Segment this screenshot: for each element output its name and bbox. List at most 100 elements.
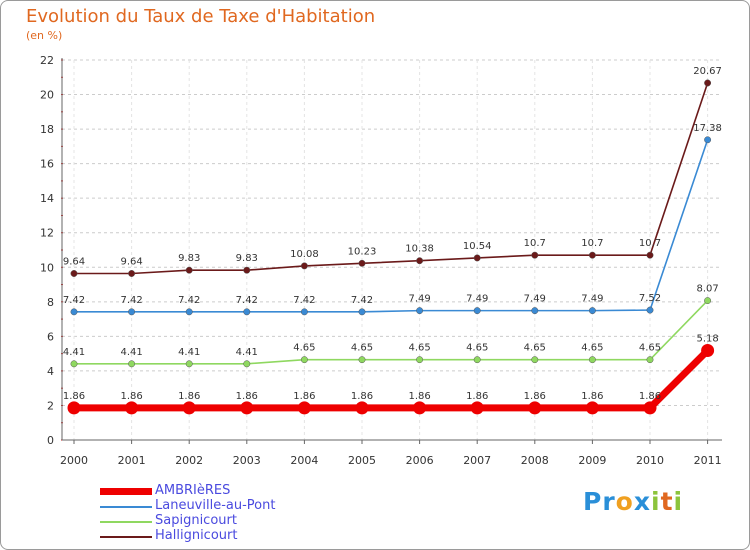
data-point-ambri-res-2000 xyxy=(67,401,81,415)
data-point-ambri-res-2001 xyxy=(125,401,139,415)
data-point-laneuville-au-pont-2007 xyxy=(473,307,481,315)
data-point-sapignicourt-2002 xyxy=(185,360,193,368)
y-tick-label-4: 4 xyxy=(47,365,54,378)
data-label-ambri-res-2003: 1.86 xyxy=(236,391,258,402)
data-label-laneuville-au-pont-2004: 7.42 xyxy=(293,295,315,306)
y-tick-label-2: 2 xyxy=(47,399,54,412)
x-tick-label-2005: 2005 xyxy=(348,454,376,467)
data-point-sapignicourt-2006 xyxy=(416,356,424,364)
data-label-hallignicourt-2002: 9.83 xyxy=(178,253,200,264)
data-point-laneuville-au-pont-2003 xyxy=(243,308,251,316)
data-label-hallignicourt-2009: 10.7 xyxy=(581,238,603,249)
legend-item-hallignicourt[interactable]: Hallignicourt xyxy=(100,528,360,544)
data-point-hallignicourt-2007 xyxy=(473,254,481,262)
data-label-ambri-res-2008: 1.86 xyxy=(524,391,546,402)
x-tick-label-2009: 2009 xyxy=(578,454,606,467)
data-label-sapignicourt-2003: 4.41 xyxy=(236,347,258,358)
proxiti-logo: Proxiti xyxy=(583,487,684,516)
y-tick-label-22: 22 xyxy=(40,54,54,67)
x-tick-label-2011: 2011 xyxy=(694,454,722,467)
x-tick-label-2010: 2010 xyxy=(636,454,664,467)
y-tick-label-18: 18 xyxy=(40,123,54,136)
data-point-hallignicourt-2009 xyxy=(588,251,596,259)
x-tick-label-2001: 2001 xyxy=(118,454,146,467)
data-label-hallignicourt-2007: 10.54 xyxy=(463,241,492,252)
y-tick-label-14: 14 xyxy=(40,192,54,205)
data-label-sapignicourt-2010: 4.65 xyxy=(639,343,661,354)
data-point-hallignicourt-2011 xyxy=(704,79,712,87)
data-point-sapignicourt-2007 xyxy=(473,356,481,364)
legend-swatch-hallignicourt xyxy=(100,536,152,538)
data-label-laneuville-au-pont-2002: 7.42 xyxy=(178,295,200,306)
data-label-sapignicourt-2008: 4.65 xyxy=(524,343,546,354)
x-tick-label-2003: 2003 xyxy=(233,454,261,467)
data-label-laneuville-au-pont-2003: 7.42 xyxy=(236,295,258,306)
data-label-laneuville-au-pont-2001: 7.42 xyxy=(120,295,142,306)
chart-title: Evolution du Taux de Taxe d'Habitation xyxy=(26,6,376,27)
data-label-sapignicourt-2002: 4.41 xyxy=(178,347,200,358)
data-point-hallignicourt-2008 xyxy=(531,251,539,259)
y-tick-label-20: 20 xyxy=(40,89,54,102)
data-label-laneuville-au-pont-2000: 7.42 xyxy=(63,295,85,306)
data-label-laneuville-au-pont-2005: 7.42 xyxy=(351,295,373,306)
y-tick-label-6: 6 xyxy=(47,330,54,343)
data-point-sapignicourt-2005 xyxy=(358,356,366,364)
data-point-laneuville-au-pont-2004 xyxy=(300,308,308,316)
data-label-sapignicourt-2007: 4.65 xyxy=(466,343,488,354)
data-label-hallignicourt-2011: 20.67 xyxy=(693,66,722,77)
data-label-hallignicourt-2003: 9.83 xyxy=(236,253,258,264)
legend-item-laneuville[interactable]: Laneuville-au-Pont xyxy=(100,498,360,514)
y-tick-label-10: 10 xyxy=(40,261,54,274)
data-point-ambri-res-2007 xyxy=(470,401,484,415)
y-tick-label-8: 8 xyxy=(47,296,54,309)
data-point-ambri-res-2002 xyxy=(182,401,196,415)
legend-item-sapignicourt[interactable]: Sapignicourt xyxy=(100,513,360,529)
data-label-laneuville-au-pont-2008: 7.49 xyxy=(524,294,546,305)
data-label-sapignicourt-2000: 4.41 xyxy=(63,347,85,358)
data-point-ambri-res-2010 xyxy=(643,401,657,415)
data-point-ambri-res-2005 xyxy=(355,401,369,415)
data-label-ambri-res-2002: 1.86 xyxy=(178,391,200,402)
x-tick-label-2000: 2000 xyxy=(60,454,88,467)
data-point-sapignicourt-2004 xyxy=(300,356,308,364)
data-label-hallignicourt-2005: 10.23 xyxy=(348,246,377,257)
data-point-sapignicourt-2003 xyxy=(243,360,251,368)
data-point-sapignicourt-2001 xyxy=(128,360,136,368)
legend-swatch-laneuville xyxy=(100,506,152,508)
x-tick-label-2002: 2002 xyxy=(175,454,203,467)
data-point-hallignicourt-2001 xyxy=(128,270,136,277)
data-label-hallignicourt-2010: 10.7 xyxy=(639,238,661,249)
data-label-sapignicourt-2004: 4.65 xyxy=(293,343,315,354)
data-label-hallignicourt-2006: 10.38 xyxy=(405,244,434,255)
legend-label-hallignicourt: Hallignicourt xyxy=(155,528,238,543)
data-label-sapignicourt-2006: 4.65 xyxy=(408,343,430,354)
x-tick-label-2006: 2006 xyxy=(406,454,434,467)
legend-label-ambrieres: AMBRIèRES xyxy=(155,483,231,498)
data-point-laneuville-au-pont-2002 xyxy=(185,308,193,316)
legend-swatch-ambrieres xyxy=(100,488,152,495)
data-point-sapignicourt-2011 xyxy=(704,297,712,305)
data-point-ambri-res-2008 xyxy=(528,401,542,415)
data-point-hallignicourt-2002 xyxy=(185,266,193,274)
x-tick-label-2004: 2004 xyxy=(290,454,318,467)
y-tick-label-16: 16 xyxy=(40,158,54,171)
data-label-laneuville-au-pont-2006: 7.49 xyxy=(408,294,430,305)
legend-label-sapignicourt: Sapignicourt xyxy=(155,513,237,528)
data-point-sapignicourt-2010 xyxy=(646,356,654,364)
data-point-hallignicourt-2000 xyxy=(70,270,78,277)
x-tick-label-2008: 2008 xyxy=(521,454,549,467)
series-line-hallignicourt xyxy=(73,82,709,275)
data-label-sapignicourt-2011: 8.07 xyxy=(696,284,718,295)
data-point-ambri-res-2004 xyxy=(297,401,311,415)
data-point-laneuville-au-pont-2010 xyxy=(646,306,654,314)
data-label-hallignicourt-2004: 10.08 xyxy=(290,249,319,260)
data-label-ambri-res-2004: 1.86 xyxy=(293,391,315,402)
data-label-sapignicourt-2009: 4.65 xyxy=(581,343,603,354)
data-label-ambri-res-2011: 5.18 xyxy=(696,334,718,345)
data-point-ambri-res-2011 xyxy=(701,344,715,358)
data-label-hallignicourt-2000: 9.64 xyxy=(63,256,85,267)
legend-item-ambrieres[interactable]: AMBRIèRES xyxy=(100,483,360,499)
data-point-hallignicourt-2005 xyxy=(358,259,366,267)
